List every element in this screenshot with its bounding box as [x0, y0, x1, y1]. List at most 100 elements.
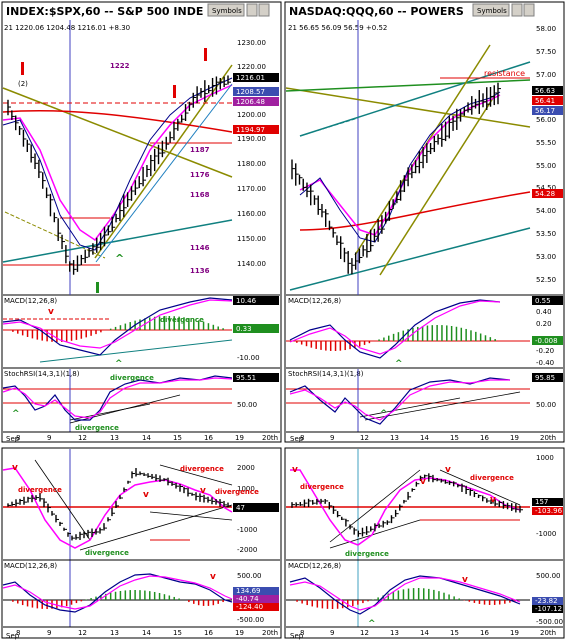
spx-date-13: 13	[110, 434, 119, 442]
lr-macd-histogram	[296, 588, 516, 609]
spx-axis-1150: 1150.00	[237, 235, 266, 243]
lr-trend-2	[329, 519, 421, 549]
lr-tag-1-text: 157	[535, 498, 548, 506]
spx-date-15: 15	[173, 434, 182, 442]
spx-macd-histogram	[12, 316, 224, 342]
ll-macd-line	[2, 573, 233, 613]
qqq-axis-555: 55.50	[536, 139, 556, 147]
spx-stoch-pane: StochRSI(14,3,1)(1,8) 95.51 50.00 diverg…	[2, 369, 279, 432]
lower-left-panel: 2000 1000 47 -1000 -2000 v divergence di…	[1, 447, 282, 640]
spx-date-16: 16	[204, 434, 213, 442]
lr-magenta	[290, 469, 521, 546]
lr-macd-tag-1-text: -23.82	[535, 597, 558, 605]
spx-note-1136: 1136	[190, 267, 210, 275]
spx-stoch-signal	[2, 377, 233, 419]
qqq-stoch-label: StochRSI(14,3,1)(1,8)	[288, 370, 364, 378]
lr-frame	[284, 447, 565, 639]
qqq-tag-2	[532, 96, 563, 105]
qqq-teal-lower	[289, 227, 531, 291]
ll-note-div3: divergence	[180, 465, 224, 473]
ll-macd-tag-1	[233, 587, 279, 595]
spx-olive-dashed	[4, 211, 106, 259]
qqq-tag-2-text: 56.41	[535, 97, 555, 105]
qqq-macd-tag-2	[532, 336, 563, 345]
spx-date-14: 14	[142, 434, 151, 442]
spx-olive-downtrend	[2, 87, 233, 178]
ll-macd-signal	[2, 575, 233, 610]
spx-macd-line	[2, 297, 233, 356]
qqq-axis-53: 53.00	[536, 253, 556, 261]
qqq-date-13: 13	[390, 434, 399, 442]
spx-maximize-icon[interactable]	[258, 3, 270, 17]
qqq-axis-525: 52.50	[536, 276, 556, 284]
spx-minimize-icon[interactable]	[246, 3, 258, 17]
qqq-date-12: 12	[360, 434, 369, 442]
qqq-resistance-label: resistance	[484, 69, 525, 78]
qqq-stoch-axis-50: 50.00	[536, 401, 556, 409]
qqq-minimize-icon[interactable]	[511, 3, 523, 17]
spx-symbols-label: Symbols	[212, 7, 242, 15]
lr-date-16: 16	[480, 629, 489, 637]
ll-macd-tag-3	[233, 603, 279, 611]
ll-note-v2: v	[143, 490, 149, 500]
qqq-green-trend	[285, 79, 531, 92]
spx-month: Sep	[6, 435, 20, 443]
qqq-tag-4	[532, 189, 563, 198]
lr-note-div1: divergence	[300, 483, 344, 491]
ll-note-div4: divergence	[215, 488, 259, 496]
qqq-axis-54: 54.00	[536, 207, 556, 215]
ll-magenta	[2, 467, 233, 549]
spx-stoch-axis-50: 50.00	[237, 401, 257, 409]
ll-trend-4	[149, 511, 233, 521]
qqq-axis-575: 57.50	[536, 48, 556, 56]
spx-note-1187: 1187	[190, 146, 210, 154]
spx-symbols-button[interactable]	[207, 3, 245, 17]
ll-macd-tag-2	[233, 595, 279, 603]
lr-note-div2: divergence	[345, 550, 389, 558]
lr-date-20th: 20th	[540, 629, 556, 637]
spx-panel: INDEX:$SPX,60 -- S&P 500 INDE Symbols 21…	[1, 1, 282, 443]
qqq-ohlc-readout: 21 56.65 56.09 56.59 +0.52	[288, 24, 387, 32]
qqq-axis-55: 55.00	[536, 162, 556, 170]
spx-tag-4-text: 1194.97	[236, 126, 265, 134]
qqq-symbols-label: Symbols	[477, 7, 507, 15]
spx-price-axis: 1230.00 1220.00 1200.00 1190.00 1180.00 …	[237, 39, 266, 268]
lr-trend-1	[329, 469, 421, 543]
qqq-macd-axis-020: 0.20	[536, 320, 552, 328]
spx-red-mark-3	[204, 48, 207, 61]
spx-stoch-divergence-2: divergence	[75, 424, 119, 432]
ll-date-16: 16	[204, 629, 213, 637]
ll-tag	[233, 503, 279, 512]
spx-note-1222: 1222	[110, 62, 130, 70]
spx-macd-teal	[39, 339, 233, 363]
lr-trend-3	[439, 469, 521, 506]
spx-macd-tag-2	[233, 324, 279, 333]
qqq-stoch-pane: StochRSI(14,3,1)(1,8) 95.85 50.00 ^	[286, 369, 563, 432]
spx-date-19: 19	[235, 434, 244, 442]
spx-red-mark-1	[21, 62, 24, 75]
ll-macd-tag-1-text: 134.69	[236, 587, 261, 595]
lr-macd-axis-m500: -500.00	[536, 618, 563, 626]
qqq-date-14: 14	[420, 434, 429, 442]
spx-tag-last-text: 1216.01	[236, 74, 265, 82]
qqq-teal-dashed	[299, 117, 359, 137]
qqq-date-15: 15	[450, 434, 459, 442]
spx-stoch-tag-text: 95.51	[236, 374, 256, 382]
qqq-date-8: 8	[300, 434, 304, 442]
ll-date-15: 15	[173, 629, 182, 637]
qqq-date-axis: 8 9 12 13 14 15 16 19 20th Sep	[286, 431, 563, 443]
qqq-symbols-button[interactable]	[472, 3, 510, 17]
ll-note-div1: divergence	[18, 486, 62, 494]
lr-date-8: 8	[300, 629, 304, 637]
qqq-red-ma	[299, 191, 531, 231]
lr-date-12: 12	[360, 629, 369, 637]
spx-axis-1200: 1200.00	[237, 111, 266, 119]
qqq-panel: NASDAQ:QQQ,60 -- POWERS Symbols 21 56.65…	[284, 1, 565, 443]
qqq-tag-last-text: 56.63	[535, 87, 555, 95]
qqq-stoch-trend-1	[364, 391, 521, 421]
lr-note-div3: divergence	[470, 474, 514, 482]
lr-month: Sep	[290, 632, 304, 640]
ll-trend-1	[34, 459, 91, 541]
qqq-maximize-icon[interactable]	[523, 3, 535, 17]
